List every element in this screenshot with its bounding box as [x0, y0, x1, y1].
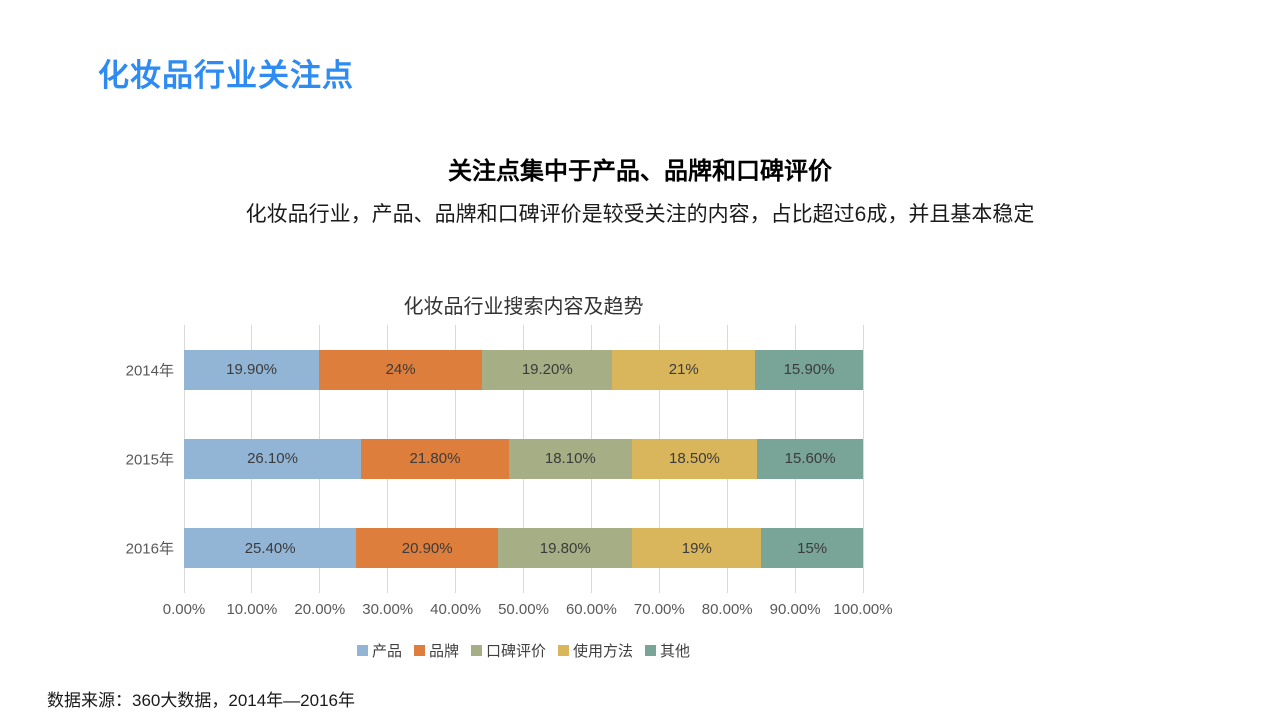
bar-segment-label: 19.80% [539, 539, 591, 557]
bar-segment: 21.80% [361, 438, 509, 479]
bar-segment: 20.90% [356, 528, 499, 569]
chart-row: 2016年 25.40% 20.90% 19.80% 19% 15% [126, 504, 863, 593]
legend-swatch [413, 645, 425, 656]
bar-segment: 18.50% [631, 438, 758, 479]
bar-segment-label: 15.60% [784, 450, 836, 468]
bar-segment-label: 15% [797, 539, 828, 557]
x-tick-label: 30.00% [362, 601, 414, 618]
x-tick-label: 60.00% [565, 601, 617, 618]
legend-item: 其他 [645, 640, 690, 661]
x-tick-label: 40.00% [430, 601, 482, 618]
category-label: 2016年 [125, 540, 174, 558]
chart-row: 2014年 19.90% 24% 19.20% 21% 15.90% [126, 325, 864, 414]
bar-segment: 24% [319, 349, 483, 390]
chart-legend: 产品 品牌 口碑评价 使用方法 其他 [184, 640, 863, 661]
legend-item: 产品 [356, 640, 402, 661]
x-tick-label: 100.00% [833, 601, 893, 618]
slide-subheading: 化妆品行业，产品、品牌和口碑评价是较受关注的内容，占比超过6成，并且基本稳定 [245, 203, 1035, 226]
legend-swatch [356, 645, 368, 656]
bar-stack: 26.10% 21.80% 18.10% 18.50% 15.60% [184, 438, 863, 479]
legend-item: 品牌 [413, 640, 459, 661]
bar-segment-label: 19% [681, 539, 712, 557]
bar-segment-label: 18.10% [544, 450, 596, 468]
chart-row: 2015年 26.10% 21.80% 18.10% 18.50% 15.60% [126, 414, 863, 503]
category-label: 2015年 [125, 451, 174, 469]
bar-stack: 25.40% 20.90% 19.80% 19% 15% [184, 528, 863, 569]
legend-swatch [645, 645, 657, 656]
bar-segment: 18.10% [508, 438, 632, 479]
legend-item: 口碑评价 [470, 640, 546, 661]
x-tick-label: 70.00% [633, 601, 685, 618]
legend-label: 其他 [660, 643, 691, 660]
bar-segment: 19.20% [482, 349, 613, 390]
bar-segment-label: 18.50% [669, 450, 720, 468]
legend-label: 品牌 [428, 643, 459, 660]
bar-segment: 19% [632, 528, 762, 569]
slide-heading: 关注点集中于产品、品牌和口碑评价 [448, 158, 832, 185]
x-tick-label: 20.00% [294, 601, 346, 618]
bar-segment-label: 21.80% [409, 450, 461, 468]
legend-swatch [558, 645, 569, 656]
x-tick-label: 80.00% [701, 601, 753, 618]
bar-segment-label: 25.40% [244, 539, 296, 557]
bar-segment: 15.90% [755, 349, 864, 390]
x-tick-label: 50.00% [498, 601, 549, 618]
chart-title: 化妆品行业搜索内容及趋势 [403, 296, 644, 318]
bar-segment-label: 20.90% [401, 539, 453, 557]
bar-segment: 15.60% [757, 438, 863, 479]
source-note: 数据来源：360大数据，2014年—2016年 [47, 691, 355, 710]
page-title: 化妆品行业关注点 [98, 58, 354, 93]
bar-segment-label: 26.10% [247, 450, 298, 468]
x-axis: 0.00% 10.00% 20.00% 30.00% 40.00% 50.00% 60.00… [163, 601, 893, 623]
bar-segment: 26.10% [184, 438, 362, 479]
bar-segment-label: 15.90% [783, 361, 835, 379]
plot-area: 2014年 19.90% 24% 19.20% 21% 15.90% 2015年 26.10%… [126, 325, 864, 593]
legend-item: 使用方法 [558, 640, 633, 661]
x-tick-label: 0.00% [162, 601, 206, 618]
legend-swatch [470, 645, 482, 656]
x-tick-label: 90.00% [769, 601, 821, 618]
bar-stack: 19.90% 24% 19.20% 21% 15.90% [184, 349, 864, 390]
bar-segment-label: 24% [385, 361, 416, 379]
category-label: 2014年 [125, 362, 174, 380]
bar-segment: 15% [761, 528, 863, 569]
legend-label: 产品 [371, 643, 402, 660]
bar-segment-label: 19.20% [521, 361, 573, 379]
legend-label: 使用方法 [573, 643, 634, 660]
bar-segment-label: 19.90% [226, 361, 277, 379]
gridline [862, 325, 864, 593]
x-tick-label: 10.00% [226, 601, 278, 618]
chart: 化妆品行业搜索内容及趋势 2014年 19.90% 24% 19.20% 21% 15.9… [126, 295, 893, 661]
bar-segment: 19.90% [184, 349, 320, 390]
legend-label: 口碑评价 [485, 643, 546, 660]
bar-segment: 25.40% [184, 528, 357, 569]
bar-segment: 19.80% [498, 528, 633, 569]
bar-segment: 21% [612, 349, 756, 390]
bar-segment-label: 21% [668, 361, 699, 379]
